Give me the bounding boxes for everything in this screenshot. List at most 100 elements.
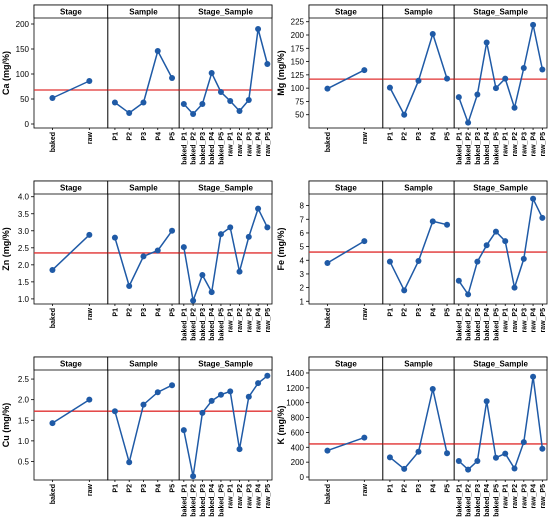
- x-tick-label: baked_P2: [466, 308, 473, 341]
- x-tick-label: P4: [155, 484, 162, 493]
- x-tick-label: P3: [141, 484, 148, 493]
- x-tick-label: baked_P4: [484, 132, 491, 165]
- x-tick-label: P2: [402, 132, 409, 141]
- effect-point: [199, 272, 206, 279]
- x-tick-label: raw_P4: [531, 132, 538, 157]
- x-tick-label: baked_P5: [218, 308, 225, 341]
- effect-point: [324, 260, 331, 267]
- x-tick-label: baked_P5: [218, 484, 225, 517]
- y-tick-label: 2: [300, 284, 305, 293]
- x-tick-label: P4: [430, 484, 437, 493]
- x-tick-label: baked_P2: [191, 308, 198, 341]
- x-tick-label: baked_P4: [209, 308, 216, 341]
- y-tick-label: 125: [291, 71, 305, 80]
- x-tick-label: P1: [387, 132, 394, 141]
- effect-point: [429, 30, 436, 37]
- facet-frame: [178, 180, 273, 305]
- facet-frame: [178, 4, 273, 129]
- x-tick-label: baked: [325, 132, 332, 152]
- effect-point: [245, 393, 252, 400]
- x-tick-label: baked: [325, 484, 332, 504]
- effect-point: [154, 48, 161, 54]
- y-tick-label: 2.0: [18, 396, 30, 405]
- effect-point: [227, 98, 234, 104]
- x-tick-label: P2: [402, 308, 409, 317]
- x-tick-label: P2: [127, 484, 134, 493]
- y-tick-label: 2.5: [18, 375, 30, 384]
- effect-point: [386, 454, 393, 461]
- effect-line: [183, 375, 268, 477]
- y-tick-label: 175: [291, 44, 305, 53]
- y-tick-label: 0: [300, 473, 305, 482]
- effect-point: [455, 94, 462, 101]
- effect-point: [539, 445, 546, 452]
- x-tick-label: P1: [387, 484, 394, 493]
- x-tick-label: P5: [445, 484, 452, 493]
- effect-point: [386, 84, 393, 91]
- effect-point: [208, 397, 215, 404]
- x-tick-label: P3: [416, 132, 423, 141]
- facet-title: Sample: [129, 360, 158, 369]
- y-tick-label: 4.0: [18, 193, 30, 202]
- x-tick-label: raw_P1: [228, 484, 235, 509]
- facet-title: Sample: [404, 8, 433, 17]
- x-tick-label: raw: [87, 483, 94, 496]
- effect-point: [236, 446, 243, 453]
- effect-line: [389, 31, 448, 117]
- x-tick-label: P1: [112, 484, 119, 493]
- x-tick-label: P4: [430, 132, 437, 141]
- facet-header: [178, 4, 273, 19]
- effect-point: [49, 95, 56, 101]
- facet-frame: [107, 4, 180, 129]
- effect-point: [227, 388, 234, 395]
- x-tick-label: raw_P3: [521, 484, 528, 509]
- x-tick-label: raw_P5: [540, 308, 547, 333]
- x-tick-label: raw_P2: [237, 308, 244, 333]
- x-tick-label: raw: [87, 307, 94, 320]
- effect-point: [361, 434, 368, 441]
- x-tick-label: baked: [325, 308, 332, 328]
- effect-point: [49, 266, 56, 273]
- effect-point: [465, 291, 472, 298]
- x-tick-label: P1: [112, 132, 119, 141]
- effect-line: [389, 388, 448, 470]
- x-tick-label: baked_P3: [475, 484, 482, 517]
- x-tick-label: baked_P1: [181, 484, 188, 517]
- effect-point: [361, 67, 368, 74]
- effect-point: [324, 85, 331, 92]
- effect-point: [49, 420, 56, 427]
- effect-line: [51, 399, 90, 424]
- effect-point: [483, 39, 490, 46]
- x-tick-label: P3: [141, 308, 148, 317]
- x-tick-label: P2: [127, 132, 134, 141]
- effect-point: [429, 385, 436, 392]
- facet-frame: [308, 356, 384, 481]
- effect-point: [492, 454, 499, 461]
- x-tick-label: raw_P2: [512, 484, 519, 509]
- x-tick-label: P4: [430, 308, 437, 317]
- y-tick-label: 100: [16, 70, 30, 79]
- effect-point: [227, 224, 234, 231]
- y-tick-label: 7: [300, 215, 305, 224]
- effect-point: [264, 224, 271, 231]
- facet-header: [178, 356, 273, 371]
- effect-point: [126, 110, 133, 116]
- y-tick-label: 100: [291, 84, 305, 93]
- effect-point: [511, 104, 518, 111]
- facet-frame: [308, 180, 384, 305]
- y-tick-label: 8: [300, 202, 305, 211]
- y-tick-label: 0: [25, 120, 30, 129]
- x-tick-label: baked: [50, 484, 57, 504]
- x-tick-label: P4: [155, 132, 162, 141]
- effect-line: [458, 196, 544, 297]
- x-tick-label: raw_P2: [512, 308, 519, 333]
- x-tick-label: raw_P1: [228, 308, 235, 333]
- y-tick-label: 150: [16, 45, 30, 54]
- y-tick-label: 2.5: [18, 244, 30, 253]
- effect-point: [111, 99, 118, 106]
- y-tick-label: 1: [300, 297, 305, 306]
- y-tick-label: 1.5: [18, 278, 30, 287]
- x-tick-label: baked_P4: [209, 484, 216, 517]
- effect-point: [483, 242, 490, 249]
- y-tick-label: 400: [291, 443, 305, 452]
